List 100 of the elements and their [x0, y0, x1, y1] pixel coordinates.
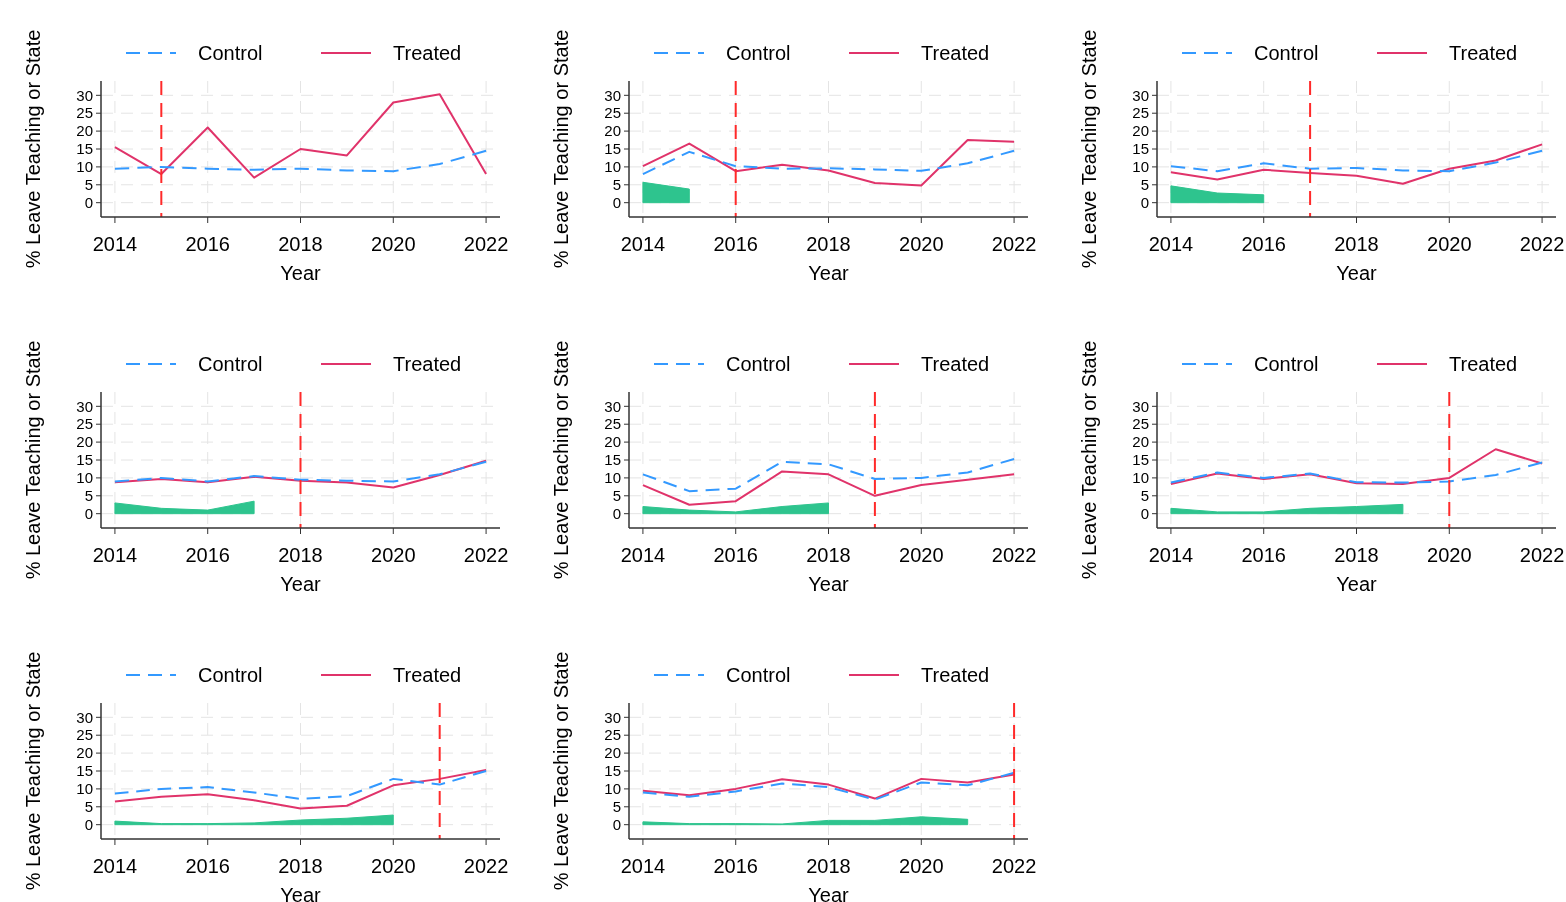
y-tick-label: 20 [76, 433, 93, 451]
x-tick-label: 2020 [371, 233, 416, 255]
y-tick-label: 15 [604, 762, 621, 780]
y-tick-label: 20 [604, 122, 621, 140]
y-tick-label: 20 [1132, 433, 1149, 451]
x-tick-label: 2016 [185, 855, 230, 877]
y-tick-label: 5 [84, 176, 93, 194]
x-tick-label: 2014 [1148, 233, 1194, 255]
y-tick-label: 5 [612, 176, 621, 194]
y-axis-title: % Leave Teaching or State [22, 340, 44, 580]
y-tick-label: 30 [1132, 397, 1149, 415]
y-tick-label: 10 [604, 780, 621, 798]
y-tick-label: 15 [1132, 451, 1149, 469]
y-tick-label: 20 [76, 122, 93, 140]
y-axis-title: % Leave Teaching or State [550, 29, 572, 269]
legend-label: Control [198, 664, 263, 686]
y-tick-label: 0 [612, 504, 621, 522]
x-tick-label: 2022 [463, 233, 509, 255]
legend-label: Treated [921, 42, 990, 64]
y-tick-label: 10 [1132, 158, 1149, 176]
y-tick-label: 20 [604, 744, 621, 762]
y-tick-label: 0 [1140, 504, 1149, 522]
y-axis-title: % Leave Teaching or State [550, 340, 572, 580]
legend-label: Control [726, 353, 791, 375]
y-axis-title: % Leave Teaching or State [550, 651, 572, 891]
x-axis-title: Year [280, 573, 322, 595]
x-axis-title: Year [1336, 573, 1378, 595]
x-tick-label: 2014 [92, 544, 138, 566]
x-tick-label: 2020 [1427, 544, 1472, 566]
x-tick-label: 2018 [806, 855, 851, 877]
y-axis-title: % Leave Teaching or State [1078, 29, 1100, 269]
line-series [113, 149, 488, 173]
y-tick-label: 0 [1140, 193, 1149, 211]
x-tick-label: 2014 [92, 855, 138, 877]
y-tick-label: 10 [604, 158, 621, 176]
x-axis-title: Year [1336, 262, 1378, 284]
line-series [113, 459, 488, 489]
x-axis-title: Year [808, 262, 850, 284]
legend-label: Treated [393, 42, 462, 64]
line-series [641, 149, 1016, 176]
y-tick-label: 5 [84, 487, 93, 505]
y-tick-label: 15 [76, 140, 93, 158]
x-tick-label: 2014 [620, 544, 666, 566]
y-tick-label: 25 [1132, 415, 1149, 433]
x-tick-label: 2018 [806, 233, 851, 255]
x-axis-title: Year [808, 573, 850, 595]
legend-label: Treated [1449, 353, 1518, 375]
x-tick-label: 2018 [278, 233, 323, 255]
x-tick-label: 2022 [463, 855, 509, 877]
y-tick-label: 25 [76, 726, 93, 744]
line-series [641, 139, 1016, 187]
y-tick-label: 5 [612, 798, 621, 816]
x-axis-title: Year [280, 262, 322, 284]
y-axis-title: % Leave Teaching or State [22, 29, 44, 269]
x-tick-label: 2022 [991, 855, 1037, 877]
y-tick-label: 25 [604, 726, 621, 744]
y-tick-label: 10 [76, 158, 93, 176]
legend-label: Control [198, 42, 263, 64]
y-tick-label: 25 [76, 415, 93, 433]
line-series [1169, 143, 1544, 185]
x-tick-label: 2016 [1241, 233, 1286, 255]
x-tick-label: 2020 [899, 233, 944, 255]
x-tick-label: 2022 [1519, 233, 1565, 255]
legend-label: Control [198, 353, 263, 375]
y-tick-label: 0 [612, 193, 621, 211]
legend-label: Treated [921, 353, 990, 375]
y-tick-label: 25 [604, 104, 621, 122]
x-tick-label: 2016 [185, 233, 230, 255]
y-tick-label: 0 [84, 504, 93, 522]
y-tick-label: 30 [604, 86, 621, 104]
y-tick-label: 15 [604, 140, 621, 158]
x-tick-label: 2016 [713, 233, 758, 255]
x-tick-label: 2016 [713, 855, 758, 877]
x-tick-label: 2016 [713, 544, 758, 566]
y-tick-label: 30 [76, 86, 93, 104]
line-series [113, 770, 488, 800]
y-axis-title: % Leave Teaching or State [22, 651, 44, 891]
legend-label: Control [1254, 42, 1319, 64]
y-tick-label: 30 [604, 397, 621, 415]
x-tick-label: 2014 [1148, 544, 1194, 566]
y-tick-label: 10 [604, 469, 621, 487]
y-tick-label: 20 [76, 744, 93, 762]
x-tick-label: 2022 [991, 544, 1037, 566]
line-series [641, 470, 1016, 506]
y-tick-label: 25 [76, 104, 93, 122]
y-tick-label: 10 [1132, 469, 1149, 487]
y-tick-label: 5 [612, 487, 621, 505]
y-tick-label: 15 [604, 451, 621, 469]
x-tick-label: 2022 [991, 233, 1037, 255]
y-tick-label: 30 [76, 708, 93, 726]
y-tick-label: 30 [1132, 86, 1149, 104]
legend-label: Treated [393, 664, 462, 686]
x-tick-label: 2022 [463, 544, 509, 566]
x-axis-title: Year [808, 884, 850, 902]
line-series [641, 457, 1016, 493]
y-tick-label: 5 [1140, 176, 1149, 194]
y-tick-label: 15 [76, 451, 93, 469]
y-tick-label: 15 [1132, 140, 1149, 158]
x-tick-label: 2018 [1334, 233, 1379, 255]
x-tick-label: 2020 [899, 855, 944, 877]
